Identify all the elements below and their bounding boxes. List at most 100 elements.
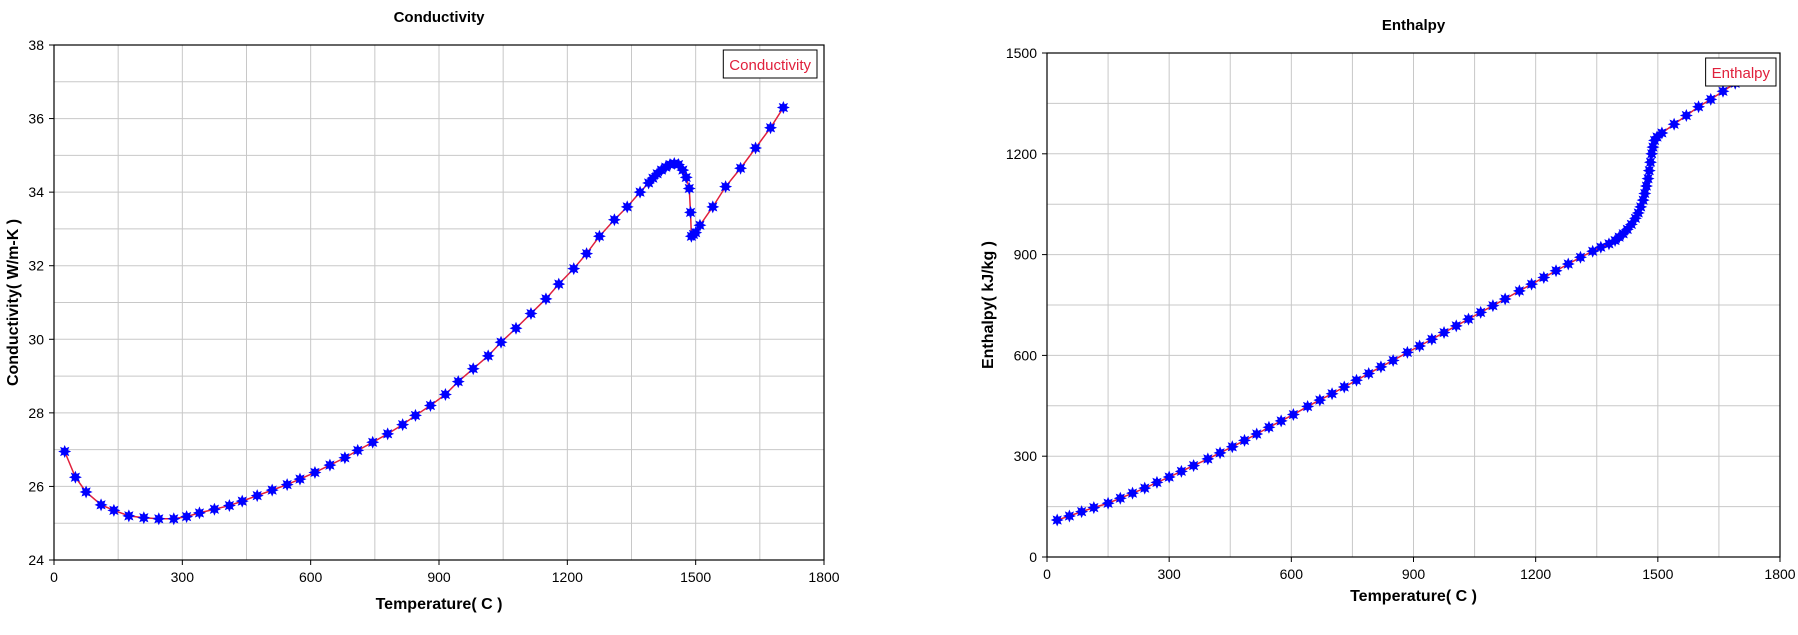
data-point — [1449, 319, 1463, 333]
data-point — [1642, 164, 1656, 178]
data-point — [1050, 513, 1064, 527]
data-point — [524, 307, 538, 321]
data-point — [265, 483, 279, 497]
data-point — [592, 229, 606, 243]
data-point — [1639, 179, 1653, 193]
chart-title: Conductivity — [394, 9, 485, 26]
data-point — [1636, 193, 1650, 207]
data-point — [1437, 326, 1451, 340]
x-tick-label: 0 — [1043, 566, 1051, 582]
y-tick-label: 600 — [1014, 347, 1038, 363]
x-tick-label: 1500 — [680, 569, 711, 585]
data-point — [1362, 367, 1376, 381]
data-point — [1201, 452, 1215, 466]
y-tick-label: 38 — [28, 37, 44, 53]
data-point — [1573, 250, 1587, 264]
data-point — [1638, 186, 1652, 200]
data-point — [749, 141, 763, 155]
data-point — [222, 499, 236, 513]
data-point — [1062, 509, 1076, 523]
data-point — [633, 185, 647, 199]
data-point — [1461, 312, 1475, 326]
data-point — [620, 200, 634, 214]
data-point — [776, 101, 790, 115]
data-point — [552, 277, 566, 291]
data-point — [180, 510, 194, 524]
data-point — [235, 494, 249, 508]
data-point — [152, 512, 166, 526]
x-axis-label: Temperature( C ) — [1350, 588, 1477, 605]
data-point — [167, 512, 181, 526]
y-tick-label: 300 — [1014, 448, 1038, 464]
data-point — [323, 458, 337, 472]
data-point — [1486, 299, 1500, 313]
x-tick-label: 600 — [1280, 566, 1304, 582]
data-point — [1644, 155, 1657, 169]
data-point — [567, 262, 581, 276]
data-point — [1213, 446, 1227, 460]
x-tick-label: 300 — [1157, 566, 1181, 582]
y-tick-label: 1500 — [1006, 45, 1037, 61]
data-point — [1474, 305, 1488, 319]
data-point — [122, 509, 136, 523]
x-tick-label: 1800 — [808, 569, 839, 585]
data-point — [1274, 414, 1288, 428]
data-point — [1586, 244, 1600, 258]
data-point — [1113, 491, 1127, 505]
data-point — [1386, 353, 1400, 367]
data-point — [280, 478, 294, 492]
data-point — [1549, 264, 1563, 278]
x-tick-label: 900 — [1402, 566, 1426, 582]
series-line — [63, 107, 784, 520]
data-point — [1286, 408, 1300, 422]
data-point — [764, 121, 778, 135]
y-axis-label: Conductivity( W/m-K ) — [5, 219, 22, 386]
data-point — [1641, 172, 1655, 186]
data-point — [381, 427, 395, 441]
data-point — [1679, 109, 1693, 122]
data-point — [1400, 345, 1414, 359]
data-point — [107, 503, 121, 517]
data-point — [539, 292, 553, 306]
x-tick-label: 300 — [171, 569, 195, 585]
data-point — [1075, 505, 1089, 519]
data-point — [58, 444, 72, 458]
data-point — [1162, 470, 1176, 484]
data-point — [308, 465, 322, 479]
data-point — [1498, 292, 1512, 306]
data-point — [689, 226, 703, 240]
data-point — [438, 387, 452, 401]
legend-box — [722, 49, 818, 79]
legend-label: Conductivity — [729, 57, 811, 74]
data-point — [1512, 284, 1526, 298]
chart-0: 0 300 600 900 1200 1500 1800 24 26 28 30 32 34 36 38 Co… — [5, 9, 840, 613]
data-point — [79, 485, 93, 499]
data-point — [338, 451, 352, 465]
data-point — [1704, 92, 1718, 106]
data-point — [684, 205, 698, 219]
data-point — [1101, 496, 1115, 510]
data-point — [706, 200, 720, 214]
x-tick-label: 1200 — [552, 569, 583, 585]
data-point — [481, 349, 495, 363]
data-point — [137, 511, 151, 525]
data-point — [1646, 140, 1660, 154]
y-tick-label: 28 — [28, 405, 44, 421]
x-tick-label: 1800 — [1764, 566, 1795, 582]
data-point — [1187, 459, 1201, 473]
y-tick-label: 26 — [28, 478, 44, 494]
data-point — [1087, 501, 1101, 515]
data-point — [68, 470, 82, 484]
y-tick-label: 34 — [28, 184, 44, 200]
y-axis-label: Enthalpy( kJ/kg ) — [980, 241, 997, 369]
data-point — [1337, 380, 1351, 394]
data-point — [192, 506, 206, 520]
x-axis-label: Temperature( C ) — [376, 596, 503, 613]
data-point — [366, 435, 380, 449]
data-point — [679, 170, 693, 184]
data-point — [1313, 393, 1327, 407]
data-point — [1349, 373, 1363, 387]
x-tick-label: 1500 — [1642, 566, 1673, 582]
